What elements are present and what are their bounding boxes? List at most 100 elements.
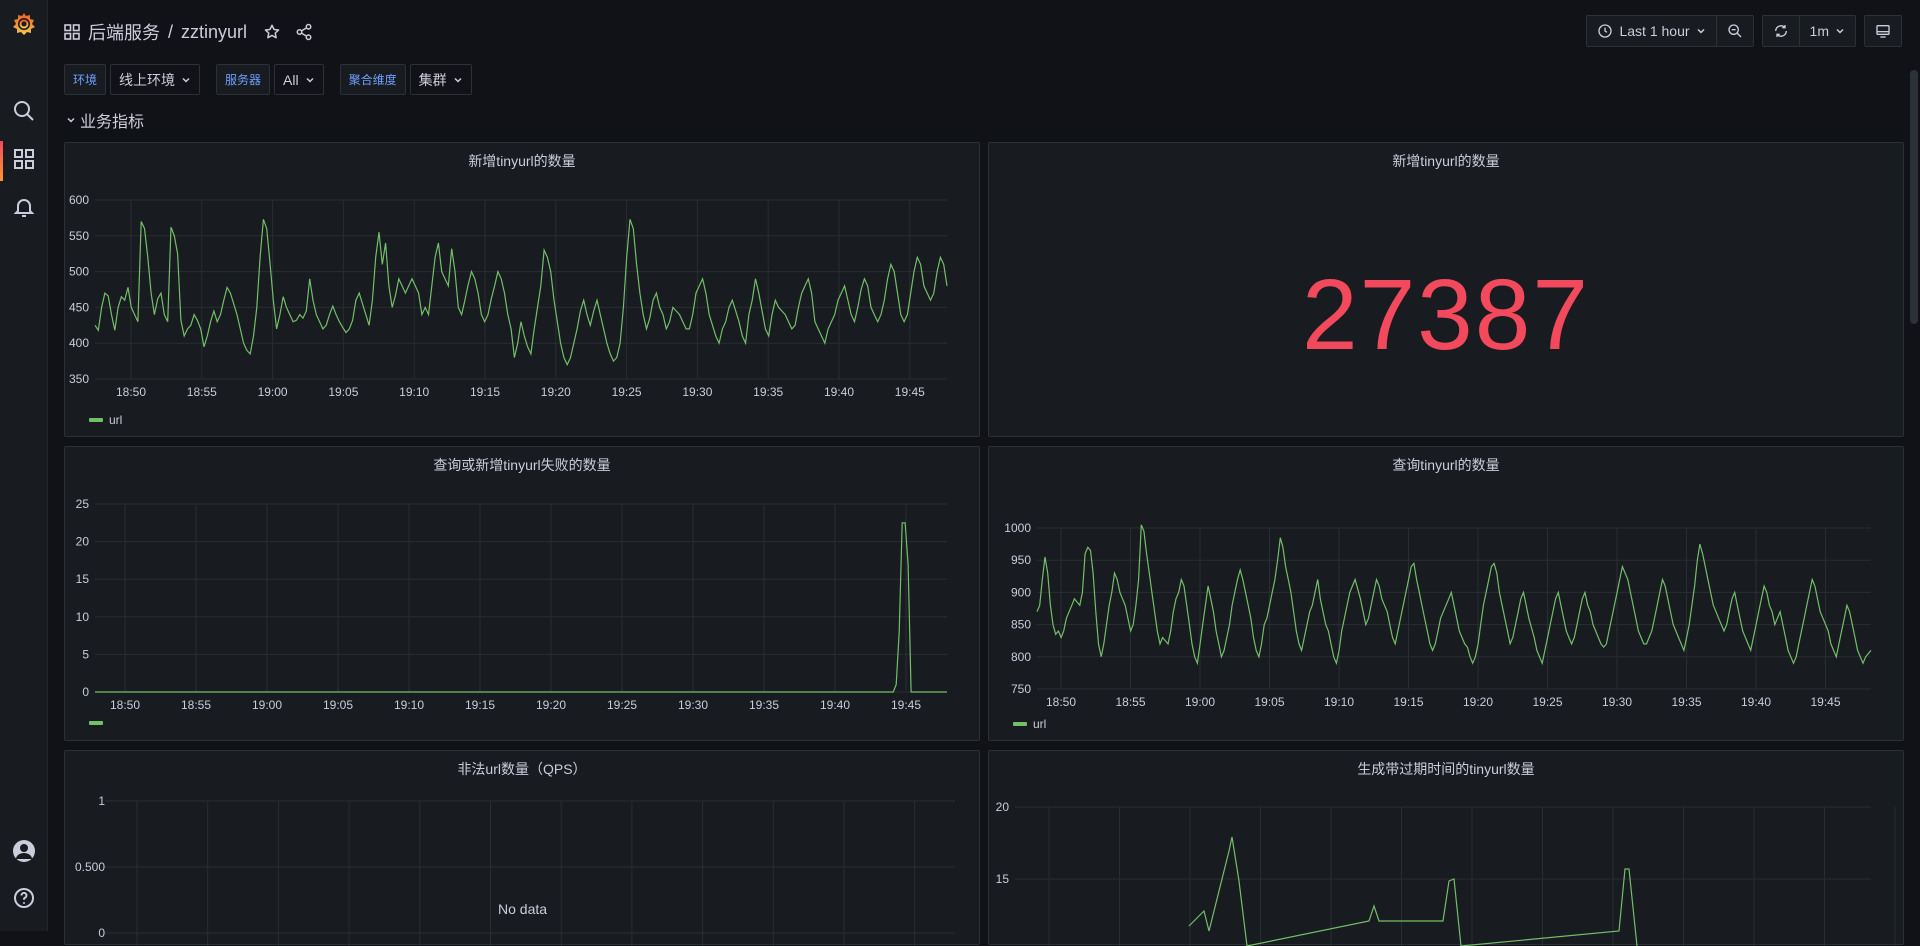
dashboard-grid-icon — [64, 24, 80, 40]
top-bar: 后端服务 / zztinyurl Last 1 hour 1m — [48, 0, 1920, 62]
tv-icon — [1876, 25, 1890, 38]
legend — [89, 721, 109, 725]
panel-new-tinyurl-graph: 新增tinyurl的数量 600 550 500 450 400 350 18:50 18:5… — [64, 142, 980, 437]
share-icon[interactable] — [295, 23, 313, 41]
chevron-down-icon — [67, 117, 75, 123]
y-tick-label: 1000 — [1004, 521, 1031, 535]
time-range-label: Last 1 hour — [1619, 23, 1690, 39]
refresh-button[interactable] — [1763, 16, 1799, 46]
y-tick-label: 5 — [82, 647, 89, 661]
x-tick-label: 19:40 — [1741, 695, 1771, 709]
x-tick-label: 19:25 — [1532, 695, 1562, 709]
x-tick-label: 19:35 — [749, 698, 779, 712]
variable-label: 服务器 — [216, 64, 271, 95]
folder-link[interactable]: 后端服务 — [88, 23, 160, 43]
stat-value: 27387 — [1301, 259, 1591, 371]
legend-swatch — [1013, 722, 1027, 726]
bell-icon[interactable] — [12, 195, 36, 219]
variable-value: 线上环境 — [119, 71, 176, 88]
x-tick-label: 18:55 — [181, 698, 211, 712]
refresh-interval-label: 1m — [1809, 23, 1829, 39]
y-tick-label: 500 — [69, 265, 89, 279]
x-tick-label: 18:50 — [110, 698, 140, 712]
x-tick-label: 18:55 — [1115, 695, 1145, 709]
panel-title[interactable]: 查询tinyurl的数量 — [1392, 457, 1500, 473]
x-tick-label: 19:20 — [1463, 695, 1493, 709]
panel-illegal-url-qps: 非法url数量（QPS） 1 0.500 0 No data — [64, 750, 980, 946]
chevron-down-icon — [1836, 28, 1844, 34]
grafana-logo[interactable] — [11, 11, 37, 37]
row-header[interactable]: 业务指标 — [66, 108, 144, 132]
search-icon[interactable] — [12, 99, 36, 123]
dashboard-title[interactable]: zztinyurl — [181, 21, 248, 42]
no-data-message: No data — [498, 901, 548, 917]
panel-title[interactable]: 新增tinyurl的数量 — [1392, 153, 1500, 169]
zoom-out-button[interactable] — [1715, 16, 1753, 46]
line-chart: 600 550 500 450 400 350 18:50 18:55 19:00 19:05 19… — [69, 193, 948, 399]
y-tick-label: 25 — [76, 497, 90, 511]
x-tick-label: 19:10 — [394, 698, 424, 712]
panel-new-tinyurl-stat: 新增tinyurl的数量 27387 — [988, 142, 1904, 437]
y-tick-label: 20 — [76, 535, 90, 549]
panel-title[interactable]: 查询或新增tinyurl失败的数量 — [433, 457, 611, 473]
x-tick-label: 19:15 — [465, 698, 495, 712]
page-scrollbar[interactable] — [1910, 70, 1918, 324]
variable-value: All — [283, 71, 299, 88]
y-tick-label: 350 — [69, 372, 89, 386]
refresh-group: 1m — [1761, 15, 1856, 47]
toolbar: Last 1 hour 1m — [1586, 15, 1902, 47]
x-tick-label: 19:25 — [607, 698, 637, 712]
panel-failures-graph: 查询或新增tinyurl失败的数量 25 20 15 10 5 0 18:50 18:55 19… — [64, 446, 980, 741]
zoom-out-icon — [1727, 24, 1742, 38]
legend-swatch — [89, 721, 103, 725]
legend-swatch — [89, 418, 103, 422]
y-tick-label: 450 — [69, 300, 89, 314]
time-picker-button[interactable]: Last 1 hour — [1587, 16, 1715, 46]
y-tick-label: 850 — [1011, 618, 1031, 632]
legend: url — [89, 413, 122, 427]
chevron-down-icon — [454, 77, 462, 83]
avatar[interactable] — [12, 839, 36, 863]
star-icon[interactable] — [263, 23, 281, 41]
sidebar — [0, 0, 48, 931]
y-tick-label: 10 — [76, 610, 90, 624]
panel-title[interactable]: 非法url数量（QPS） — [457, 761, 587, 777]
x-tick-label: 19:45 — [891, 698, 921, 712]
legend: url — [1013, 717, 1046, 731]
y-tick-label: 750 — [1011, 682, 1031, 696]
dashboards-icon[interactable] — [12, 147, 36, 171]
variable-aggregation-select[interactable]: 集群 — [409, 64, 472, 95]
x-tick-label: 19:35 — [1671, 695, 1701, 709]
y-tick-label: 950 — [1011, 553, 1031, 567]
variable-env-select[interactable]: 线上环境 — [110, 64, 201, 95]
x-tick-label: 19:45 — [1810, 695, 1840, 709]
legend-label[interactable]: url — [1033, 717, 1047, 731]
variable-value: 集群 — [418, 71, 447, 88]
refresh-icon — [1774, 25, 1787, 37]
x-tick-label: 19:10 — [1324, 695, 1354, 709]
active-indicator — [0, 141, 3, 181]
chevron-down-icon — [182, 77, 190, 83]
panel-title[interactable]: 生成带过期时间的tinyurl数量 — [1357, 761, 1535, 777]
x-tick-label: 19:40 — [820, 698, 850, 712]
series-line-url — [94, 219, 948, 367]
series-line-expiring — [1188, 836, 1638, 946]
panel-query-tinyurl-graph: 查询tinyurl的数量 1000 950 900 850 800 750 18:50 18:… — [988, 446, 1904, 741]
y-tick-label: 400 — [69, 336, 89, 350]
help-icon[interactable] — [12, 886, 36, 910]
view-mode-button[interactable] — [1865, 16, 1901, 46]
x-tick-label: 18:50 — [116, 385, 146, 399]
x-tick-label: 19:10 — [399, 385, 429, 399]
legend-label[interactable]: url — [109, 413, 123, 427]
x-tick-label: 19:30 — [682, 385, 712, 399]
variable-server: 服务器 All — [216, 64, 324, 95]
x-tick-label: 18:55 — [187, 385, 217, 399]
variable-server-select[interactable]: All — [274, 64, 324, 95]
x-tick-label: 19:40 — [824, 385, 854, 399]
chevron-down-icon — [306, 77, 314, 83]
panel-title[interactable]: 新增tinyurl的数量 — [468, 153, 576, 169]
x-tick-label: 19:00 — [252, 698, 282, 712]
breadcrumb-separator: / — [168, 21, 174, 42]
refresh-interval-picker[interactable]: 1m — [1798, 16, 1855, 46]
view-mode-group — [1864, 15, 1902, 47]
